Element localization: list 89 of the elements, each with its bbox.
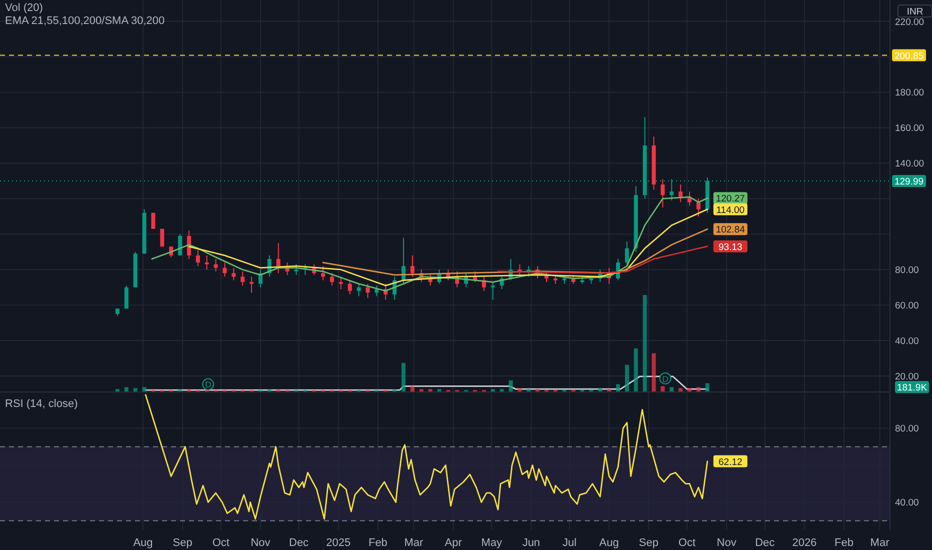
candlestick xyxy=(660,178,665,208)
candlestick xyxy=(366,283,370,298)
x-tick-label: Dec xyxy=(755,537,776,549)
x-tick-label: 2025 xyxy=(326,537,351,549)
x-tick-label: Jul xyxy=(562,537,577,549)
bar xyxy=(670,387,674,392)
chart-title: Vol (20) xyxy=(5,2,43,14)
data-label: 114.00 xyxy=(716,204,745,216)
candlestick xyxy=(232,267,236,281)
y-tick-label: 80.00 xyxy=(895,424,919,435)
candlestick xyxy=(124,285,128,310)
candlestick xyxy=(294,264,298,276)
bar xyxy=(133,388,138,392)
bar xyxy=(624,364,629,392)
annotation: D xyxy=(205,380,212,390)
bar xyxy=(652,353,656,392)
candlestick xyxy=(330,272,334,286)
candlestick xyxy=(250,276,254,294)
bar xyxy=(598,388,602,392)
x-tick-label: Feb xyxy=(834,537,854,549)
candlestick xyxy=(321,266,326,281)
ref-line-label: 129.99 xyxy=(894,176,924,188)
data-label: 102.84 xyxy=(716,224,745,236)
candlestick xyxy=(678,184,683,203)
y-tick-label: 160.00 xyxy=(895,123,924,134)
bar xyxy=(410,386,414,392)
candlestick xyxy=(374,285,379,297)
candlestick xyxy=(222,262,227,278)
y-tick-label: 40.00 xyxy=(895,336,919,348)
candlestick xyxy=(410,254,414,278)
x-tick-label: Feb xyxy=(368,537,388,549)
candlestick xyxy=(356,283,361,297)
annotation: D xyxy=(662,374,668,384)
x-tick-label: 2026 xyxy=(792,537,817,549)
candlestick xyxy=(196,250,200,267)
bar xyxy=(616,384,620,392)
bar xyxy=(634,348,638,392)
text: EMA 21,55,100,200/SMA 30,200 xyxy=(5,15,165,27)
data-label: 62.12 xyxy=(718,456,742,468)
x-tick-label: Mar xyxy=(404,537,424,549)
x-tick-label: Aug xyxy=(133,537,153,549)
data-label: 120.27 xyxy=(716,194,745,205)
bar xyxy=(124,387,128,392)
candlestick xyxy=(348,280,352,295)
y-tick-label: 140.00 xyxy=(895,158,924,170)
bar xyxy=(688,388,692,392)
x-tick-label: Dec xyxy=(289,537,310,549)
bar xyxy=(142,387,146,392)
candlestick xyxy=(276,242,280,274)
x-tick-label: May xyxy=(481,537,502,549)
line-series xyxy=(144,394,708,520)
x-tick-label: Mar xyxy=(870,537,890,549)
candlestick xyxy=(178,234,182,256)
x-tick-label: Nov xyxy=(250,537,271,549)
bar xyxy=(642,295,647,392)
x-tick-label: Aug xyxy=(599,537,619,549)
ref-line-label: 200.85 xyxy=(894,50,924,62)
candlestick xyxy=(214,258,218,272)
y-tick-label: 60.00 xyxy=(895,300,919,312)
bar xyxy=(402,362,406,392)
y-tick-label: 20.00 xyxy=(895,372,919,383)
x-tick-label: Oct xyxy=(678,537,696,549)
x-tick-label: Oct xyxy=(212,537,230,549)
candlestick xyxy=(204,254,209,270)
candlestick xyxy=(240,270,245,286)
text: INR xyxy=(906,6,924,18)
text: RSI (14, close) xyxy=(5,398,78,410)
y-tick-label: 40.00 xyxy=(895,498,919,509)
x-tick-label: Jun xyxy=(522,537,540,549)
candlestick xyxy=(696,198,700,217)
x-tick-label: Apr xyxy=(444,537,462,549)
candlestick xyxy=(624,240,629,267)
candlestick xyxy=(151,212,156,230)
text: 181.9K xyxy=(896,382,928,394)
x-tick-label: Nov xyxy=(716,537,737,549)
bar xyxy=(518,388,522,392)
candlestick xyxy=(338,276,343,290)
bar xyxy=(705,383,710,392)
y-tick-label: 80.00 xyxy=(895,265,919,276)
data-label: 93.13 xyxy=(718,242,742,253)
y-tick-label: 180.00 xyxy=(895,88,924,99)
bar xyxy=(696,387,700,392)
bar xyxy=(678,388,683,392)
y-tick-label: 220.00 xyxy=(895,16,924,28)
bar xyxy=(660,386,665,392)
candlestick xyxy=(490,282,495,300)
bar xyxy=(508,380,513,392)
x-tick-label: Sep xyxy=(638,537,658,549)
x-tick-label: Sep xyxy=(172,537,192,549)
